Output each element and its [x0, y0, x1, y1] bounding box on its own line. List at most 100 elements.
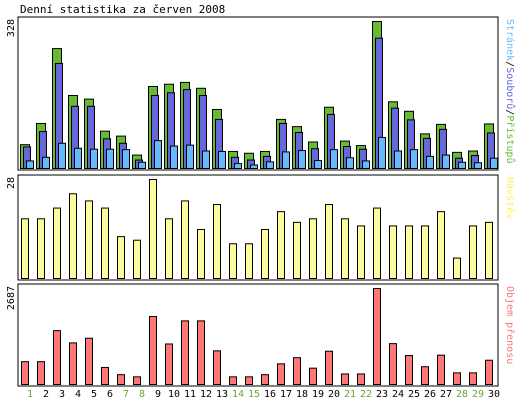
bottom-objem-bar: [69, 342, 77, 386]
bottom-objem-bar: [421, 366, 429, 386]
middle-navstevy-bar: [373, 207, 381, 279]
middle-navstevy-bar: [405, 225, 413, 280]
day-label: 13: [216, 389, 228, 400]
middle-navstevy-bar: [117, 236, 125, 279]
top-stranky-bar: [490, 157, 498, 170]
bottom-objem-bar: [21, 361, 29, 385]
top-stranky-bar: [202, 150, 210, 169]
middle-navstevy-bar: [197, 229, 205, 279]
bottom-objem-bar: [485, 359, 493, 386]
middle-navstevy-bar: [421, 225, 429, 280]
day-label: 23: [376, 389, 388, 400]
day-label: 10: [168, 389, 180, 400]
top-stranky-bar: [250, 164, 258, 170]
middle-navstevy-bar: [293, 221, 301, 280]
day-label: 21: [344, 389, 356, 400]
bottom-objem-bar: [149, 316, 157, 385]
middle-navstevy-bar: [469, 225, 477, 280]
day-label: 20: [328, 389, 340, 400]
top-stranky-bar: [426, 155, 434, 169]
middle-navstevy-bar: [229, 243, 237, 280]
top-series-label-part: Přístupů: [504, 115, 516, 163]
top-stranky-bar: [170, 145, 178, 170]
day-label: 4: [75, 389, 81, 400]
bottom-objem-bar: [405, 355, 413, 386]
top-stranky-bar: [26, 160, 34, 170]
middle-navstevy-bar: [149, 179, 157, 279]
middle-navstevy-bar: [133, 239, 141, 279]
top-series-label-part: /: [504, 61, 515, 67]
middle-navstevy-bar: [181, 200, 189, 279]
bottom-objem-bar: [85, 337, 93, 386]
bottom-objem-bar: [229, 376, 237, 385]
middle-navstevy-bar: [437, 211, 445, 279]
day-label: 22: [360, 389, 372, 400]
bottom-objem-bar: [165, 343, 173, 385]
bottom-objem-bar: [357, 373, 365, 386]
bottom-objem-bar: [53, 330, 61, 385]
day-label: 27: [440, 389, 452, 400]
top-stranky-bar: [186, 144, 194, 169]
top-stranky-bar: [106, 148, 114, 170]
bottom-objem-bar: [293, 357, 301, 385]
middle-navstevy-bar: [37, 218, 45, 280]
bottom-objem-bar: [277, 363, 285, 385]
middle-navstevy-bar: [357, 225, 365, 280]
day-label: 15: [248, 389, 260, 400]
day-label: 24: [392, 389, 404, 400]
middle-navstevy-bar: [453, 257, 461, 280]
middle-panel: 28 Návštěv: [6, 174, 516, 281]
middle-navstevy-bar: [101, 207, 109, 279]
day-label: 16: [264, 389, 276, 400]
day-label: 2: [43, 389, 49, 400]
top-stranky-bar: [410, 149, 418, 170]
top-stranky-bar: [474, 162, 482, 169]
middle-series-label: Návštěv: [504, 177, 516, 219]
top-panel: 328 Stránek/Souborů/Přístupů: [6, 16, 516, 171]
top-stranky-bar: [266, 161, 274, 170]
day-label: 8: [139, 389, 145, 400]
bottom-objem-bar: [261, 374, 269, 385]
top-stranky-bar: [42, 156, 50, 170]
top-stranky-bar: [74, 147, 82, 169]
day-label: 11: [184, 389, 196, 400]
top-stranky-bar: [234, 163, 242, 169]
day-label: 7: [123, 389, 129, 400]
top-stranky-bar: [394, 150, 402, 169]
middle-navstevy-bar: [213, 204, 221, 279]
middle-panel-frame: [17, 174, 499, 281]
middle-navstevy-bar: [245, 243, 253, 280]
bottom-objem-bar: [181, 320, 189, 386]
top-stranky-bar: [90, 148, 98, 170]
top-stranky-bar: [298, 150, 306, 170]
bottom-series-label-part: Objem přenosu: [504, 286, 516, 364]
middle-navstevy-bar: [165, 218, 173, 280]
day-label: 14: [232, 389, 244, 400]
chart-title: Denní statistika za červen 2008: [20, 3, 225, 16]
day-label: 19: [312, 389, 324, 400]
bottom-objem-bar: [453, 372, 461, 385]
top-stranky-bar: [138, 161, 146, 169]
bottom-panel: 2687 Objem přenosu: [6, 283, 516, 387]
top-series-label: Stránek/Souborů/Přístupů: [504, 19, 516, 164]
top-stranky-bar: [282, 151, 290, 169]
middle-navstevy-bar: [485, 221, 493, 280]
top-series-label-part: Souborů: [504, 67, 516, 109]
bottom-objem-bar: [389, 343, 397, 385]
bottom-objem-bar: [373, 288, 381, 385]
top-stranky-bar: [378, 136, 386, 169]
day-labels: 1 2 3 4 5 6 7 8 9 10 11 12 13 14 15 16 17 18 19 20 21 22 23 24 2…: [27, 389, 500, 400]
day-label: 12: [200, 389, 212, 400]
bottom-objem-bar: [37, 361, 45, 385]
day-label: 6: [107, 389, 113, 400]
middle-navstevy-bar: [21, 218, 29, 280]
bottom-objem-bar: [469, 372, 477, 385]
top-stranky-bar: [442, 154, 450, 169]
day-label: 17: [280, 389, 292, 400]
top-stranky-bar: [346, 157, 354, 170]
day-label: 29: [472, 389, 484, 400]
bottom-objem-bar: [117, 374, 125, 385]
middle-navstevy-bar: [261, 229, 269, 279]
bottom-objem-bar: [245, 376, 253, 385]
